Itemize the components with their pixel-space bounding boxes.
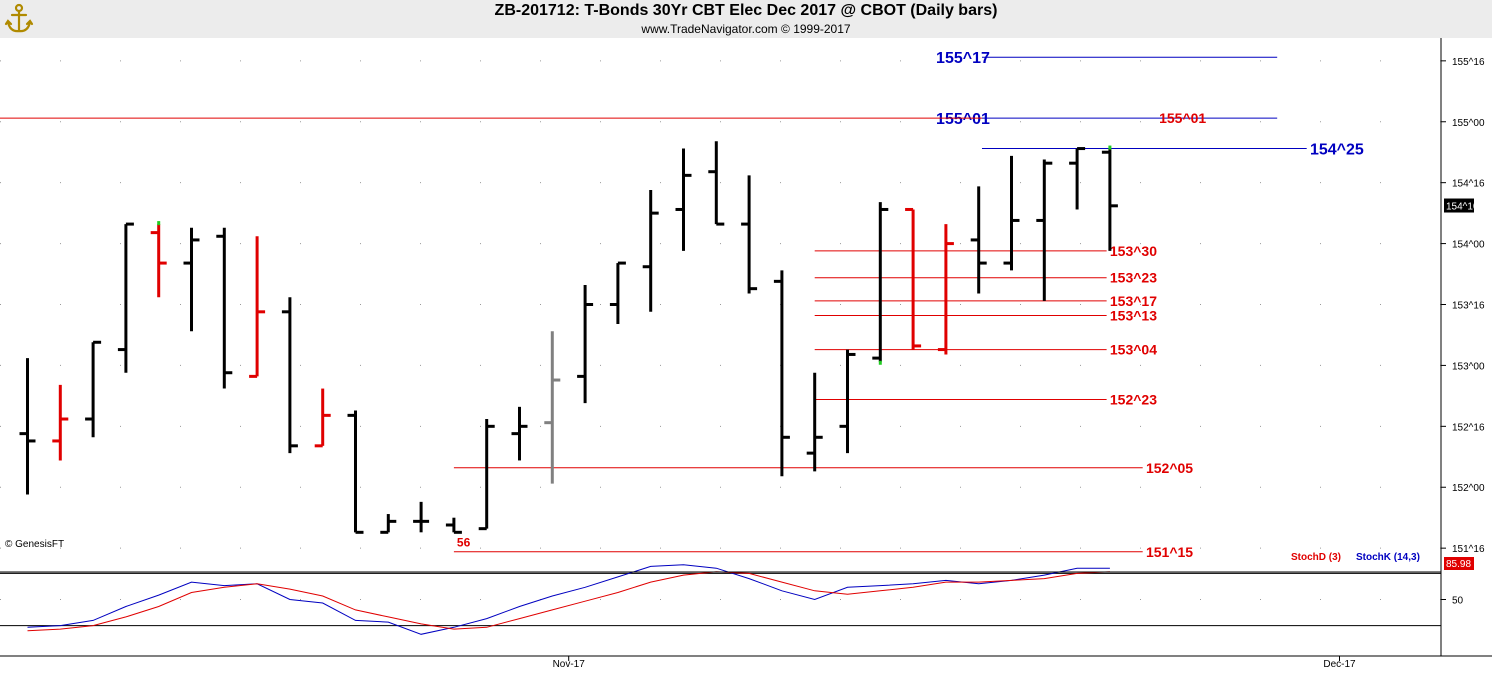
y-tick-label: 154^16 bbox=[1452, 179, 1485, 190]
price-bar bbox=[1101, 145, 1118, 251]
y-tick-label: 151^16 bbox=[1452, 544, 1485, 555]
price-bar bbox=[970, 186, 987, 294]
signal-dot bbox=[1108, 145, 1112, 150]
price-bar bbox=[314, 388, 331, 448]
price-bar bbox=[642, 189, 659, 312]
chart-header: ZB-201712: T-Bonds 30Yr CBT Elec Dec 201… bbox=[0, 0, 1492, 38]
bar-low-label: 56 bbox=[457, 535, 471, 549]
level-label: 153^13 bbox=[1110, 307, 1157, 323]
price-bar bbox=[413, 501, 430, 533]
y-tick-label: 153^00 bbox=[1452, 361, 1485, 372]
x-tick-label: Dec-17 bbox=[1323, 659, 1356, 670]
price-bar bbox=[117, 222, 134, 373]
y-tick-label: 155^00 bbox=[1452, 118, 1485, 129]
level-label: 152^05 bbox=[1146, 460, 1193, 476]
price-bar bbox=[478, 419, 495, 531]
current-price-label: 154^10 bbox=[1446, 202, 1479, 213]
chart-subtitle: www.TradeNavigator.com © 1999-2017 bbox=[641, 22, 851, 36]
y-tick-label: 152^16 bbox=[1452, 422, 1485, 433]
copyright-label: © GenesisFT bbox=[5, 539, 64, 550]
signal-dot bbox=[157, 221, 161, 226]
price-bar bbox=[905, 207, 922, 350]
level-label: 155^01 bbox=[936, 111, 990, 128]
price-bar: 56 bbox=[445, 517, 471, 549]
price-bar bbox=[839, 349, 856, 454]
price-bar bbox=[675, 148, 692, 251]
y-tick-label: 153^16 bbox=[1452, 301, 1485, 312]
stochastic-panel: 50 StochD (3) StochK (14,3) 85.98 bbox=[0, 552, 1474, 635]
level-label: 153^23 bbox=[1110, 270, 1157, 286]
current-price-box bbox=[1444, 198, 1474, 213]
price-bar bbox=[544, 331, 561, 484]
chart-title: ZB-201712: T-Bonds 30Yr CBT Elec Dec 201… bbox=[494, 2, 998, 19]
price-bar bbox=[281, 297, 298, 454]
anchor-logo-icon bbox=[4, 3, 34, 33]
price-bar bbox=[150, 221, 167, 298]
level-label: 155^17 bbox=[936, 50, 990, 67]
price-bar bbox=[249, 236, 266, 378]
legend-entry: StochK (14,3) bbox=[1356, 552, 1420, 563]
level-label: 152^23 bbox=[1110, 392, 1157, 408]
price-bar bbox=[19, 358, 36, 495]
price-bar bbox=[937, 224, 954, 355]
price-bar bbox=[1036, 159, 1053, 301]
stoch-last-value-box bbox=[1444, 557, 1474, 570]
price-bar bbox=[872, 202, 889, 365]
signal-dot bbox=[878, 360, 882, 365]
price-bar bbox=[52, 384, 69, 461]
level-label: 153^30 bbox=[1110, 243, 1157, 259]
level-label: 154^25 bbox=[1310, 142, 1364, 159]
price-bar bbox=[85, 340, 102, 438]
stoch-series-line bbox=[27, 571, 1110, 632]
stoch-last-value-label: 85.98 bbox=[1446, 559, 1471, 570]
legend-entry: StochD (3) bbox=[1291, 552, 1341, 563]
level-label: 153^17 bbox=[1110, 293, 1157, 309]
y-tick-label: 155^16 bbox=[1452, 57, 1485, 68]
level-label: 153^04 bbox=[1110, 342, 1157, 358]
price-bar bbox=[380, 514, 397, 534]
price-bar bbox=[183, 227, 200, 332]
stoch-y-tick-label: 50 bbox=[1452, 596, 1464, 607]
price-bar bbox=[773, 270, 790, 477]
price-bar bbox=[511, 406, 528, 461]
price-bar bbox=[1069, 147, 1086, 210]
y-tick-label: 154^00 bbox=[1452, 240, 1485, 251]
level-label: 151^15 bbox=[1146, 544, 1193, 560]
price-bar bbox=[806, 372, 823, 472]
price-bar bbox=[708, 141, 725, 226]
price-bar bbox=[609, 261, 626, 324]
price-bar bbox=[577, 285, 594, 404]
price-bar bbox=[741, 175, 758, 294]
level-label: 155^01 bbox=[1159, 110, 1206, 126]
price-bar bbox=[216, 227, 233, 389]
x-tick-label: Nov-17 bbox=[553, 659, 586, 670]
stoch-series-line bbox=[27, 564, 1110, 635]
price-panel: 151^16 152^00 152^16 153^00 153^16 154^00 154^… bbox=[0, 50, 1485, 560]
price-bar bbox=[347, 410, 364, 534]
price-bar bbox=[1003, 155, 1020, 271]
chart-area: 151^16 152^00 152^16 153^00 153^16 154^00 154^… bbox=[0, 38, 1492, 670]
y-tick-label: 152^00 bbox=[1452, 483, 1485, 494]
